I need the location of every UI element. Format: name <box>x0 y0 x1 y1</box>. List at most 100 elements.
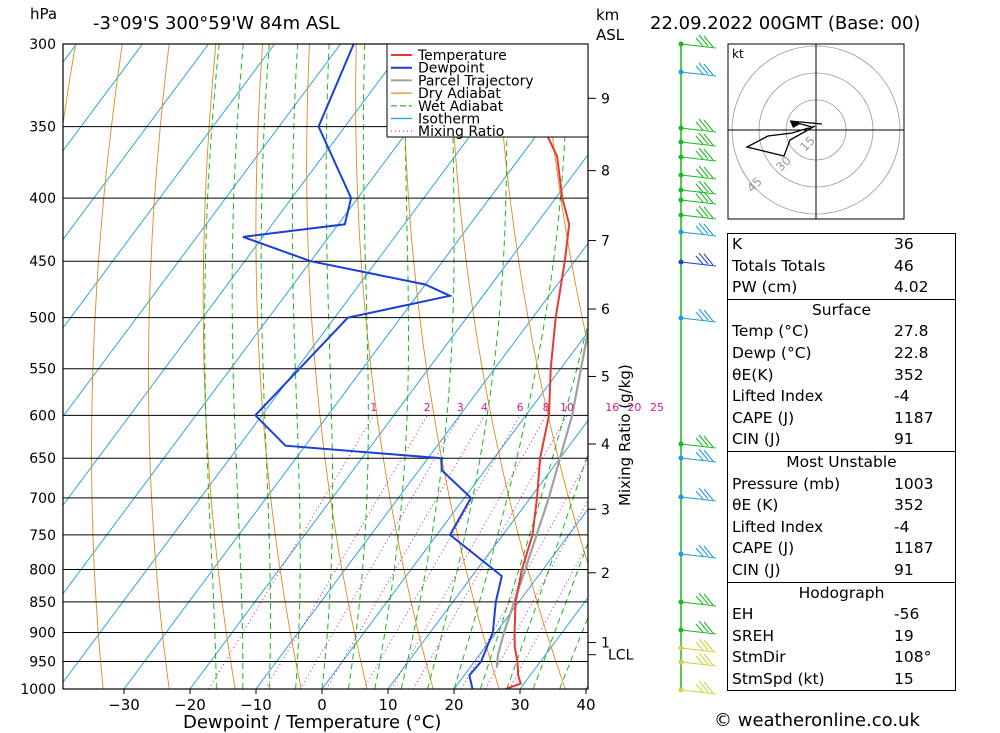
wind-barb <box>680 147 717 162</box>
index-label: Totals Totals <box>732 256 826 275</box>
dry-adiabat-line <box>306 44 368 689</box>
mixing-ratio-line <box>461 458 588 689</box>
legend-entry: Dry Adiabat <box>418 86 501 102</box>
index-value: 36 <box>894 235 914 253</box>
parcel-trajectory-line <box>495 325 588 668</box>
isotherm-line <box>63 44 275 329</box>
mixing-ratio-label: 25 <box>650 401 664 414</box>
wet-adiabat-line <box>532 541 588 689</box>
copyright-footer[interactable]: © weatheronline.co.uk <box>714 710 920 731</box>
wind-barb <box>680 638 717 653</box>
most-unstable-value: -4 <box>894 517 910 536</box>
dry-adiabat-line <box>449 44 566 689</box>
dry-adiabat-line <box>542 44 588 347</box>
dry-adiabat-line <box>964 44 1000 689</box>
surface-row: θE(K) 352 <box>728 365 955 387</box>
wind-barb <box>680 487 717 502</box>
hodograph-stat-row: StmDir 108° <box>728 647 955 669</box>
hodograph-trace <box>745 120 823 157</box>
surface-box: Surface Temp (°C) 27.8 Dewp (°C) 22.8 θE(K) 3… <box>727 298 956 451</box>
hodograph-stat-label: StmDir <box>732 648 786 667</box>
isotherm-line <box>63 44 539 684</box>
legend-entry: Isotherm <box>418 112 480 128</box>
wind-barb <box>680 180 717 195</box>
most-unstable-value: 352 <box>894 496 924 515</box>
hodograph-arrow <box>790 121 800 128</box>
isotherm-line <box>321 331 588 689</box>
km-tick-label: 4 <box>601 437 610 453</box>
most-unstable-row: Lifted Index -4 <box>728 517 955 539</box>
wind-barb <box>680 680 717 695</box>
most-unstable-row: Pressure (mb) 1003 <box>728 474 955 496</box>
mixing-ratio-line <box>264 415 428 689</box>
km-tick-label: 1 <box>601 636 610 652</box>
index-box: K 36 Totals Totals 46 PW (cm) 4.02 <box>727 233 956 299</box>
wind-barb <box>680 308 717 323</box>
pressure-tick-label: 800 <box>29 562 56 578</box>
isotherm-line <box>189 154 588 689</box>
pressure-tick-label: 1000 <box>20 682 56 698</box>
wind-barb <box>680 205 717 220</box>
wet-adiabat-line <box>427 44 508 689</box>
mixing-ratio-label: 1 <box>370 401 377 414</box>
hodograph-stat-label: StmSpd (kt) <box>732 669 825 688</box>
surface-row: CIN (J) 91 <box>728 429 955 451</box>
legend-box <box>386 43 589 138</box>
hodograph-stat-value: -56 <box>894 605 920 624</box>
mixing-ratio-line <box>412 415 568 689</box>
datetime-title: 22.09.2022 00GMT (Base: 00) <box>650 13 920 34</box>
pressure-tick-label: 300 <box>29 37 56 53</box>
surface-row: Lifted Index -4 <box>728 386 955 408</box>
mixing-ratio-label: 10 <box>560 401 574 414</box>
hodograph-stat-row: SREH 19 <box>728 626 955 648</box>
index-label: K <box>732 235 743 253</box>
isotherm-line <box>63 44 473 595</box>
mixing-ratio-label: 20 <box>627 401 641 414</box>
wind-barb <box>680 592 717 607</box>
isotherm-line <box>63 44 341 418</box>
mixing-ratio-line <box>299 415 461 689</box>
km-unit: km <box>596 6 619 24</box>
legend-entry: Mixing Ratio <box>418 124 504 140</box>
mixing-ratio-label: 8 <box>543 401 550 414</box>
hodograph-title: Hodograph <box>798 583 885 602</box>
plot-frame <box>62 43 589 690</box>
most-unstable-row: CAPE (J) 1187 <box>728 538 955 560</box>
wind-barb <box>680 448 717 463</box>
most-unstable-row: θE (K) 352 <box>728 495 955 517</box>
wet-adiabat-line <box>506 452 588 689</box>
wind-barbs <box>678 34 717 695</box>
isotherm-line <box>123 65 588 689</box>
surface-value: 352 <box>894 365 924 384</box>
isotherm-line <box>63 44 407 506</box>
x-tick-label: 20 <box>444 696 463 714</box>
dewpoint-line <box>242 44 503 689</box>
most-unstable-label: CAPE (J) <box>732 539 795 558</box>
hodograph-stat-value: 108° <box>894 648 932 667</box>
wet-adiabat-line <box>374 44 409 689</box>
x-tick-label: 0 <box>317 696 327 714</box>
x-tick-label: −10 <box>240 696 272 714</box>
wet-adiabat-line <box>321 44 334 689</box>
surface-value: 1187 <box>894 408 934 427</box>
surface-label: CIN (J) <box>732 430 781 449</box>
surface-label: CAPE (J) <box>732 408 795 427</box>
pressure-tick-label: 900 <box>29 626 56 642</box>
mixing-ratio-line <box>208 415 375 689</box>
surface-label: Temp (°C) <box>732 322 809 341</box>
surface-label: θE(K) <box>732 365 774 384</box>
surface-value: 27.8 <box>894 322 929 341</box>
legend-entry: Dewpoint <box>418 61 485 77</box>
wind-barb <box>680 544 717 559</box>
km-tick-label: 9 <box>601 91 610 107</box>
pressure-tick-label: 850 <box>29 595 56 611</box>
wet-adiabat-line <box>204 44 220 689</box>
mixing-ratio-axis-label: Mixing Ratio (g/kg) <box>616 364 634 506</box>
surface-value: 22.8 <box>894 343 929 362</box>
isotherm-line <box>63 44 209 241</box>
wind-barb <box>680 222 717 237</box>
index-row: PW (cm) 4.02 <box>728 277 955 299</box>
isotherm-line <box>0 44 11 689</box>
wet-adiabat-line <box>291 44 301 689</box>
